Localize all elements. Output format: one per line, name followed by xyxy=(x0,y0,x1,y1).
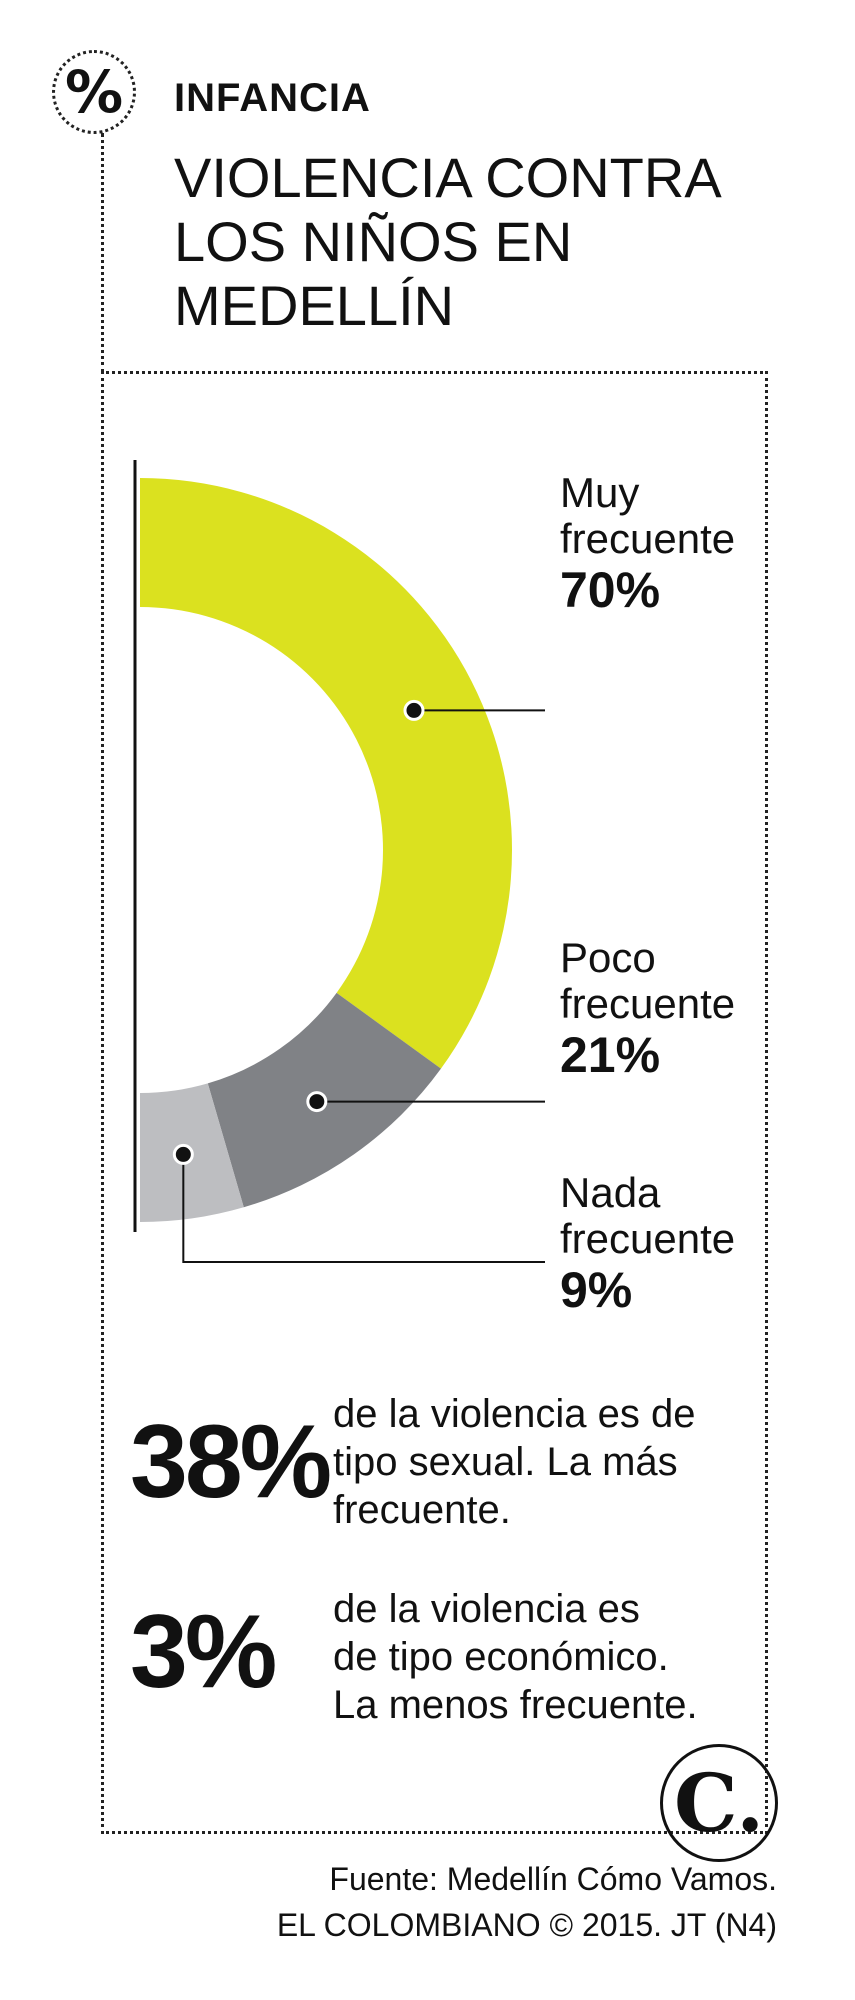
stat-line: de la violencia es xyxy=(333,1587,640,1631)
half-donut-chart xyxy=(133,460,545,1263)
logo-letter: C. xyxy=(673,1756,765,1850)
stat-value-economico: 3% xyxy=(130,1594,277,1710)
legend-entry-nada-frecuente: Nada frecuente 9% xyxy=(560,1169,736,1319)
percent-badge-icon: % xyxy=(52,50,136,134)
section-kicker: INFANCIA xyxy=(174,76,371,120)
category-label-muy: Muy xyxy=(560,469,640,516)
category-label-muy-frecuente: frecuente xyxy=(560,515,736,562)
source-credit: Fuente: Medellín Cómo Vamos. EL COLOMBIA… xyxy=(277,1856,777,1948)
stat-line: de tipo económico. xyxy=(333,1635,669,1679)
stat-value-sexual: 38% xyxy=(130,1404,332,1520)
legend-entry-poco-frecuente: Poco frecuente 21% xyxy=(560,934,736,1084)
stat-line: frecuente. xyxy=(333,1488,511,1532)
category-label-nada: Nada xyxy=(560,1169,661,1216)
title-line-3: MEDELLÍN xyxy=(174,274,455,337)
el-colombiano-logo-icon: C. xyxy=(660,1744,778,1862)
legend-entry-muy-frecuente: Muy frecuente 70% xyxy=(560,469,736,619)
stat-line: tipo sexual. La más xyxy=(333,1440,678,1484)
chart-frame xyxy=(101,371,768,1834)
slice-muy-frecuente xyxy=(140,478,512,1069)
value-label-poco-frecuente: 21% xyxy=(560,1027,661,1083)
page-title: VIOLENCIA CONTRA LOS NIÑOS EN MEDELLÍN xyxy=(174,146,814,338)
category-label-poco-frecuente: frecuente xyxy=(560,980,736,1027)
category-label-poco: Poco xyxy=(560,934,656,981)
stat-description-economico: de la violencia es de tipo económico. La… xyxy=(333,1585,698,1729)
source-line-1: Fuente: Medellín Cómo Vamos. xyxy=(329,1861,777,1897)
percent-badge-text: % xyxy=(64,58,124,126)
value-label-nada-frecuente: 9% xyxy=(560,1262,633,1318)
stat-line: de la violencia es de xyxy=(333,1392,696,1436)
value-label-muy-frecuente: 70% xyxy=(560,562,661,618)
leader-dot-muy-frecuente xyxy=(403,699,425,721)
category-label-nada-frecuente: frecuente xyxy=(560,1215,736,1262)
stat-line: La menos frecuente. xyxy=(333,1683,698,1727)
leader-line-nada-frecuente xyxy=(182,1154,545,1263)
dotted-connector xyxy=(101,133,104,373)
source-line-2: EL COLOMBIANO © 2015. JT (N4) xyxy=(276,1907,777,1943)
leader-dot-poco-frecuente xyxy=(306,1091,328,1113)
title-line-1: VIOLENCIA CONTRA xyxy=(174,146,722,209)
stat-description-sexual: de la violencia es de tipo sexual. La má… xyxy=(333,1390,695,1534)
leader-dot-nada-frecuente xyxy=(172,1143,194,1165)
title-line-2: LOS NIÑOS EN xyxy=(174,210,573,273)
